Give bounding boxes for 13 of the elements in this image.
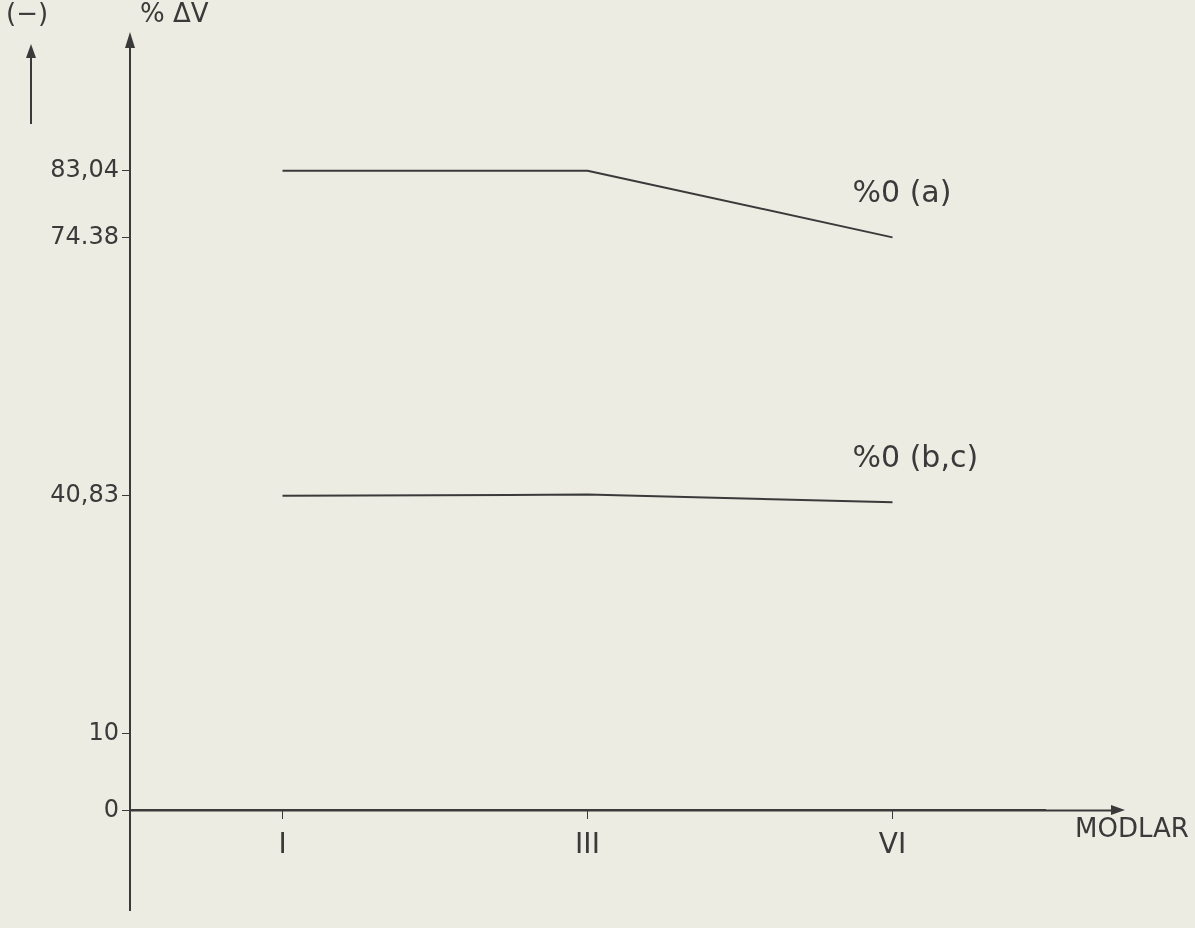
x-tick-label: III [575,826,600,860]
y-tick-label: 83,04 [50,154,119,183]
y-tick-label: 10 [88,717,119,746]
x-tick-label: I [278,826,287,860]
x-axis-title: MODLAR [1075,813,1189,844]
text: (−) [6,0,49,28]
y-tick-label: 0 [103,794,119,823]
y-tick-label: 40,83 [50,480,119,509]
y-tick-label: 74.38 [50,221,119,250]
x-tick-label: VI [878,826,907,860]
series-label: %0 (b,c) [852,439,979,475]
series-label: %0 (a) [852,174,952,210]
y-axis-title: % ΔV [140,0,209,28]
